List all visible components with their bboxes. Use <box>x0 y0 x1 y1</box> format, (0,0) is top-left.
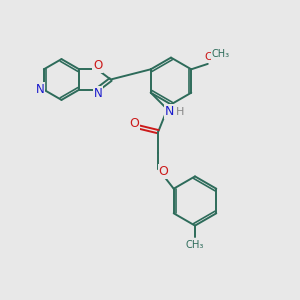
Text: O: O <box>129 117 139 130</box>
Text: CH₃: CH₃ <box>186 239 204 250</box>
Text: H: H <box>176 106 184 117</box>
Text: CH₃: CH₃ <box>211 49 230 59</box>
Text: O: O <box>205 52 213 62</box>
Text: O: O <box>93 59 102 72</box>
Text: O: O <box>159 165 169 178</box>
Text: N: N <box>36 83 45 96</box>
Text: N: N <box>165 105 174 118</box>
Text: N: N <box>93 87 102 100</box>
